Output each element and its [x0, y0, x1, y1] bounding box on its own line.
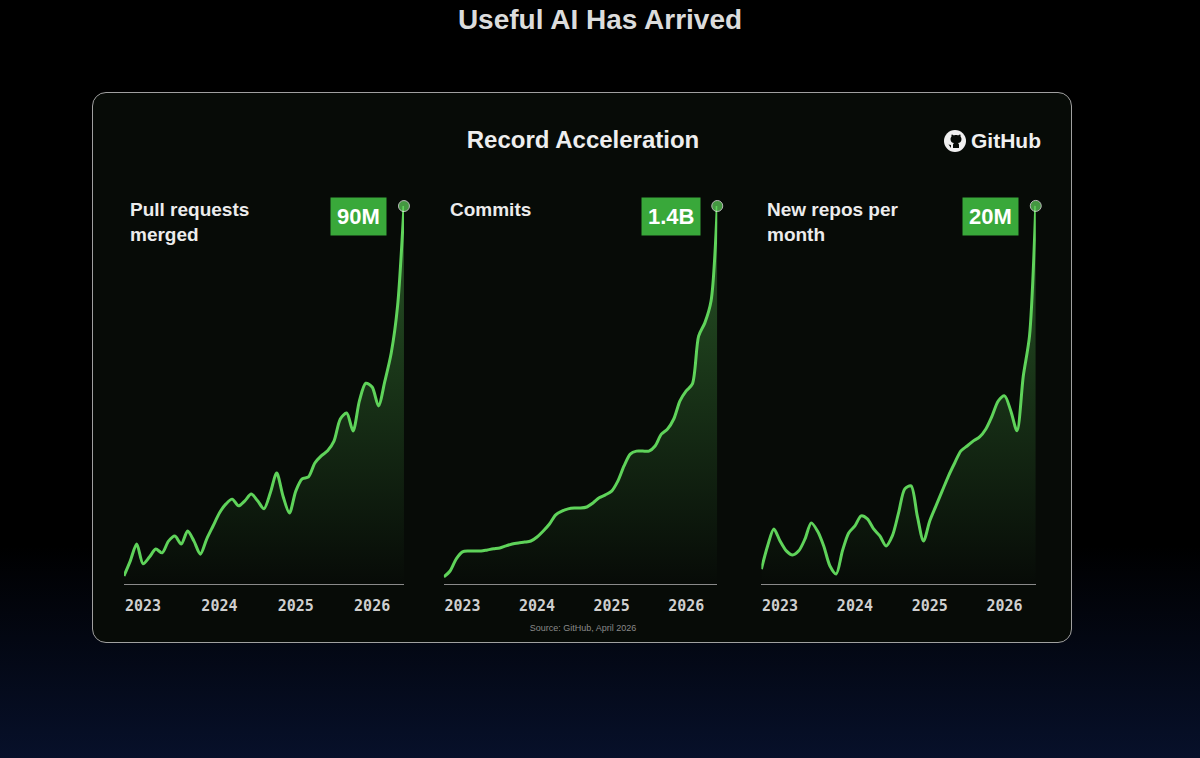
svg-text:2026: 2026: [354, 597, 390, 615]
svg-text:2023: 2023: [125, 597, 161, 615]
svg-text:20M: 20M: [969, 204, 1012, 229]
svg-text:Commits: Commits: [450, 199, 531, 220]
svg-text:2023: 2023: [444, 597, 480, 615]
html-text:Record Acceleration: Record Acceleration: [466, 126, 700, 153]
svg-text:2024: 2024: [201, 597, 237, 615]
svg-text:2025: 2025: [594, 597, 630, 615]
svg-text:2024: 2024: [837, 597, 873, 615]
svg-text:2024: 2024: [519, 597, 555, 615]
svg-text:Pull requestsmerged: Pull requestsmerged: [130, 199, 249, 245]
svg-text:2026: 2026: [987, 597, 1023, 615]
html-text:Source: GitHub, April 2026: Source: GitHub, April 2026: [529, 623, 637, 633]
svg-text:New repos permonth: New repos permonth: [767, 199, 899, 245]
svg-text:1.4B: 1.4B: [648, 204, 694, 229]
svg-text:2026: 2026: [668, 597, 704, 615]
html-text:GitHub: GitHub: [971, 129, 1041, 152]
html-text:Useful AI Has Arrived: Useful AI Has Arrived: [457, 4, 743, 35]
svg-text:2025: 2025: [278, 597, 314, 615]
svg-text:2023: 2023: [762, 597, 798, 615]
svg-text:90M: 90M: [337, 204, 380, 229]
svg-text:2025: 2025: [912, 597, 948, 615]
